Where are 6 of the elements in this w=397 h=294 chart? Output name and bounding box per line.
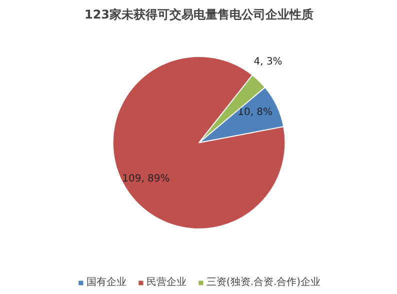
data-label: 109, 89% xyxy=(122,174,170,185)
legend-label: 三资(独资.合资.合作)企业 xyxy=(206,276,321,289)
data-label: 4, 3% xyxy=(254,56,282,68)
chart-title: 123家未获得可交易电量售电公司企业性质 xyxy=(84,8,314,22)
legend-label: 国有企业 xyxy=(86,276,126,289)
legend-label: 民营企业 xyxy=(146,276,186,289)
